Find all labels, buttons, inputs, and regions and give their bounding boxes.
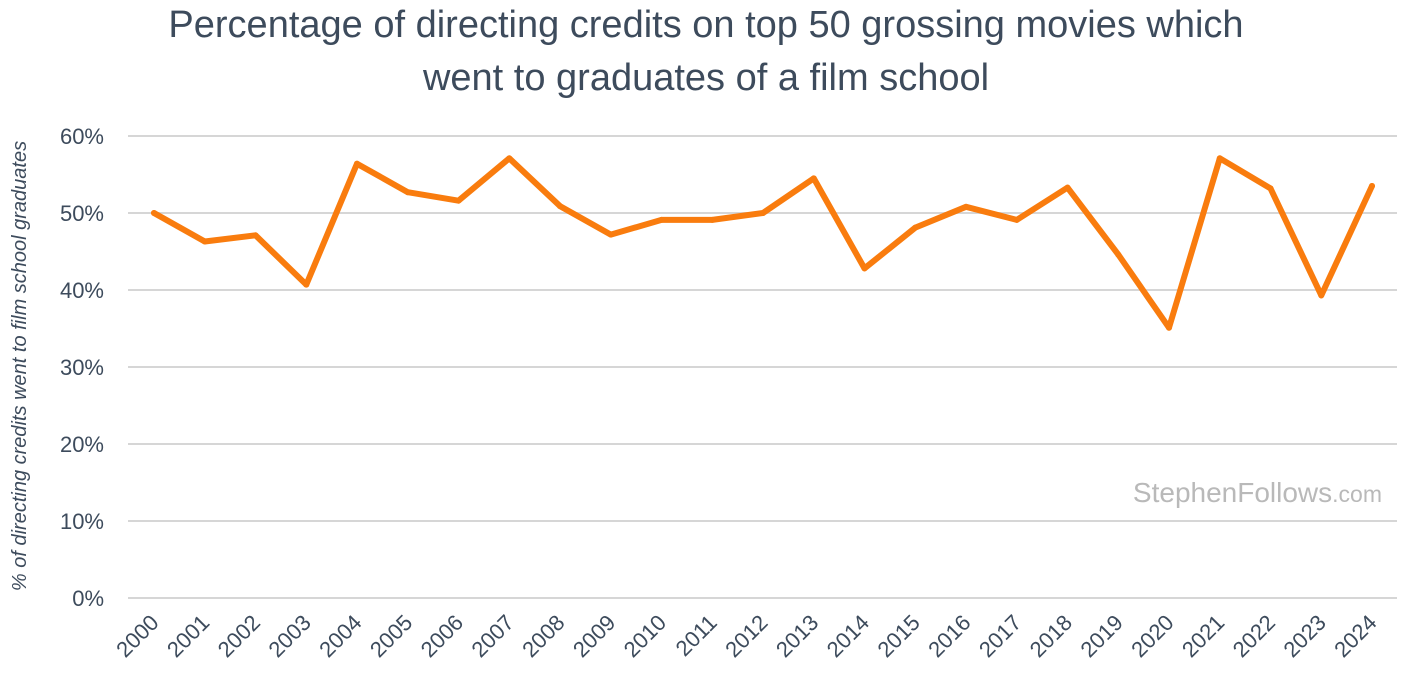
data-point-2022 xyxy=(1267,185,1274,192)
data-point-2004 xyxy=(354,160,360,167)
data-point-2023 xyxy=(1318,292,1325,299)
y-tick-label: 40% xyxy=(60,278,104,303)
data-point-2012 xyxy=(760,210,766,216)
data-point-2018 xyxy=(1064,184,1071,191)
chart-title-line-2: went to graduates of a film school xyxy=(422,57,989,99)
y-tick-label: 50% xyxy=(60,201,104,226)
data-point-2005 xyxy=(404,189,411,196)
data-point-2011 xyxy=(709,216,716,223)
x-tick-label: 2012 xyxy=(720,610,772,662)
y-tick-labels: 0% 10% 20% 30% 40% 50% 60% xyxy=(60,124,104,611)
x-tick-label: 2004 xyxy=(314,610,366,662)
x-tick-label: 2009 xyxy=(568,610,620,662)
x-tick-label: 2007 xyxy=(466,610,518,662)
x-tick-label: 2013 xyxy=(771,610,823,662)
y-tick-label: 0% xyxy=(72,586,104,611)
x-tick-label: 2021 xyxy=(1177,610,1229,662)
data-point-2019 xyxy=(1115,251,1122,258)
x-tick-label: 2003 xyxy=(263,610,315,662)
x-tick-label: 2024 xyxy=(1329,610,1381,662)
x-tick-label: 2001 xyxy=(162,610,214,662)
y-axis-label: % of directing credits went to film scho… xyxy=(9,141,31,591)
x-tick-labels: 2000200120022003200420052006200720082009… xyxy=(111,610,1381,662)
y-tick-label: 20% xyxy=(60,432,104,457)
y-tick-label: 60% xyxy=(60,124,104,149)
x-tick-label: 2017 xyxy=(974,610,1026,662)
data-point-2008 xyxy=(557,203,563,210)
data-point-2002 xyxy=(252,232,259,239)
x-tick-label: 2008 xyxy=(517,610,569,662)
series-line xyxy=(151,155,1375,331)
x-tick-label: 2002 xyxy=(213,610,265,662)
data-point-2013 xyxy=(810,175,817,182)
x-tick-label: 2022 xyxy=(1228,610,1280,662)
watermark-suffix: .com xyxy=(1332,481,1382,507)
x-tick-label: 2014 xyxy=(822,610,874,662)
data-point-2007 xyxy=(506,155,513,162)
y-tick-label: 10% xyxy=(60,509,104,534)
x-tick-label: 2011 xyxy=(671,610,722,661)
data-point-2014 xyxy=(861,265,868,272)
x-tick-label: 2000 xyxy=(111,610,163,662)
data-point-2021 xyxy=(1216,155,1223,162)
x-tick-label: 2023 xyxy=(1278,610,1330,662)
data-point-2000 xyxy=(151,210,157,216)
data-point-2001 xyxy=(201,238,208,245)
chart-title-line-1: Percentage of directing credits on top 5… xyxy=(168,4,1243,46)
data-point-2003 xyxy=(303,281,310,288)
series-layer xyxy=(151,155,1375,331)
watermark-main: StephenFollows xyxy=(1133,477,1332,508)
data-point-2017 xyxy=(1013,216,1020,223)
x-tick-label: 2006 xyxy=(416,610,468,662)
data-point-2015 xyxy=(912,224,919,231)
x-tick-label: 2020 xyxy=(1126,610,1178,662)
x-tick-label: 2010 xyxy=(619,610,671,662)
data-point-2016 xyxy=(963,203,969,210)
data-point-2024 xyxy=(1369,183,1375,190)
x-tick-label: 2019 xyxy=(1075,610,1127,662)
watermark: StephenFollows.com xyxy=(1133,477,1382,508)
data-point-2010 xyxy=(658,216,665,223)
x-tick-label: 2015 xyxy=(872,610,924,662)
data-point-2020 xyxy=(1166,324,1172,331)
data-point-2006 xyxy=(455,197,462,204)
x-tick-label: 2016 xyxy=(923,610,975,662)
y-tick-label: 30% xyxy=(60,355,104,380)
x-tick-label: 2018 xyxy=(1025,610,1077,662)
x-tick-label: 2005 xyxy=(365,610,417,662)
data-point-2009 xyxy=(607,231,614,238)
